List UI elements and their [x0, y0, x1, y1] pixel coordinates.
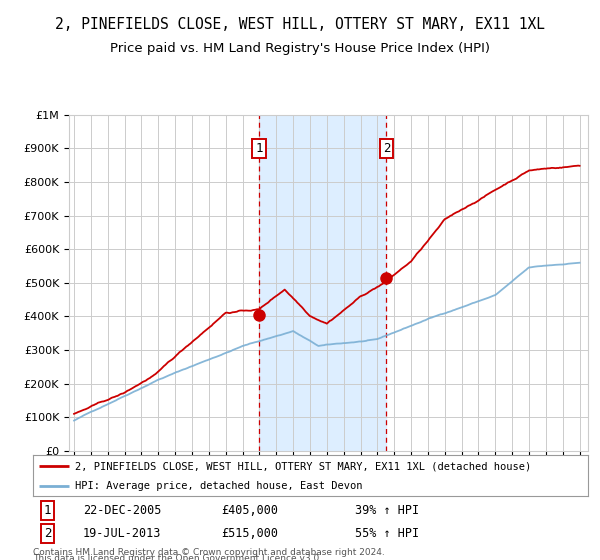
Text: £515,000: £515,000 [222, 528, 279, 540]
Text: 2, PINEFIELDS CLOSE, WEST HILL, OTTERY ST MARY, EX11 1XL (detached house): 2, PINEFIELDS CLOSE, WEST HILL, OTTERY S… [74, 461, 531, 471]
Text: 19-JUL-2013: 19-JUL-2013 [83, 528, 161, 540]
Text: This data is licensed under the Open Government Licence v3.0.: This data is licensed under the Open Gov… [33, 554, 322, 560]
Text: 22-DEC-2005: 22-DEC-2005 [83, 505, 161, 517]
Text: 1: 1 [44, 505, 51, 517]
Text: 55% ↑ HPI: 55% ↑ HPI [355, 528, 419, 540]
Text: £405,000: £405,000 [222, 505, 279, 517]
Text: HPI: Average price, detached house, East Devon: HPI: Average price, detached house, East… [74, 482, 362, 491]
Text: 39% ↑ HPI: 39% ↑ HPI [355, 505, 419, 517]
Text: 2: 2 [44, 528, 51, 540]
Text: 2: 2 [383, 142, 390, 155]
Text: Price paid vs. HM Land Registry's House Price Index (HPI): Price paid vs. HM Land Registry's House … [110, 42, 490, 55]
Text: 2, PINEFIELDS CLOSE, WEST HILL, OTTERY ST MARY, EX11 1XL: 2, PINEFIELDS CLOSE, WEST HILL, OTTERY S… [55, 17, 545, 32]
Text: 1: 1 [255, 142, 263, 155]
Text: Contains HM Land Registry data © Crown copyright and database right 2024.: Contains HM Land Registry data © Crown c… [33, 548, 385, 557]
